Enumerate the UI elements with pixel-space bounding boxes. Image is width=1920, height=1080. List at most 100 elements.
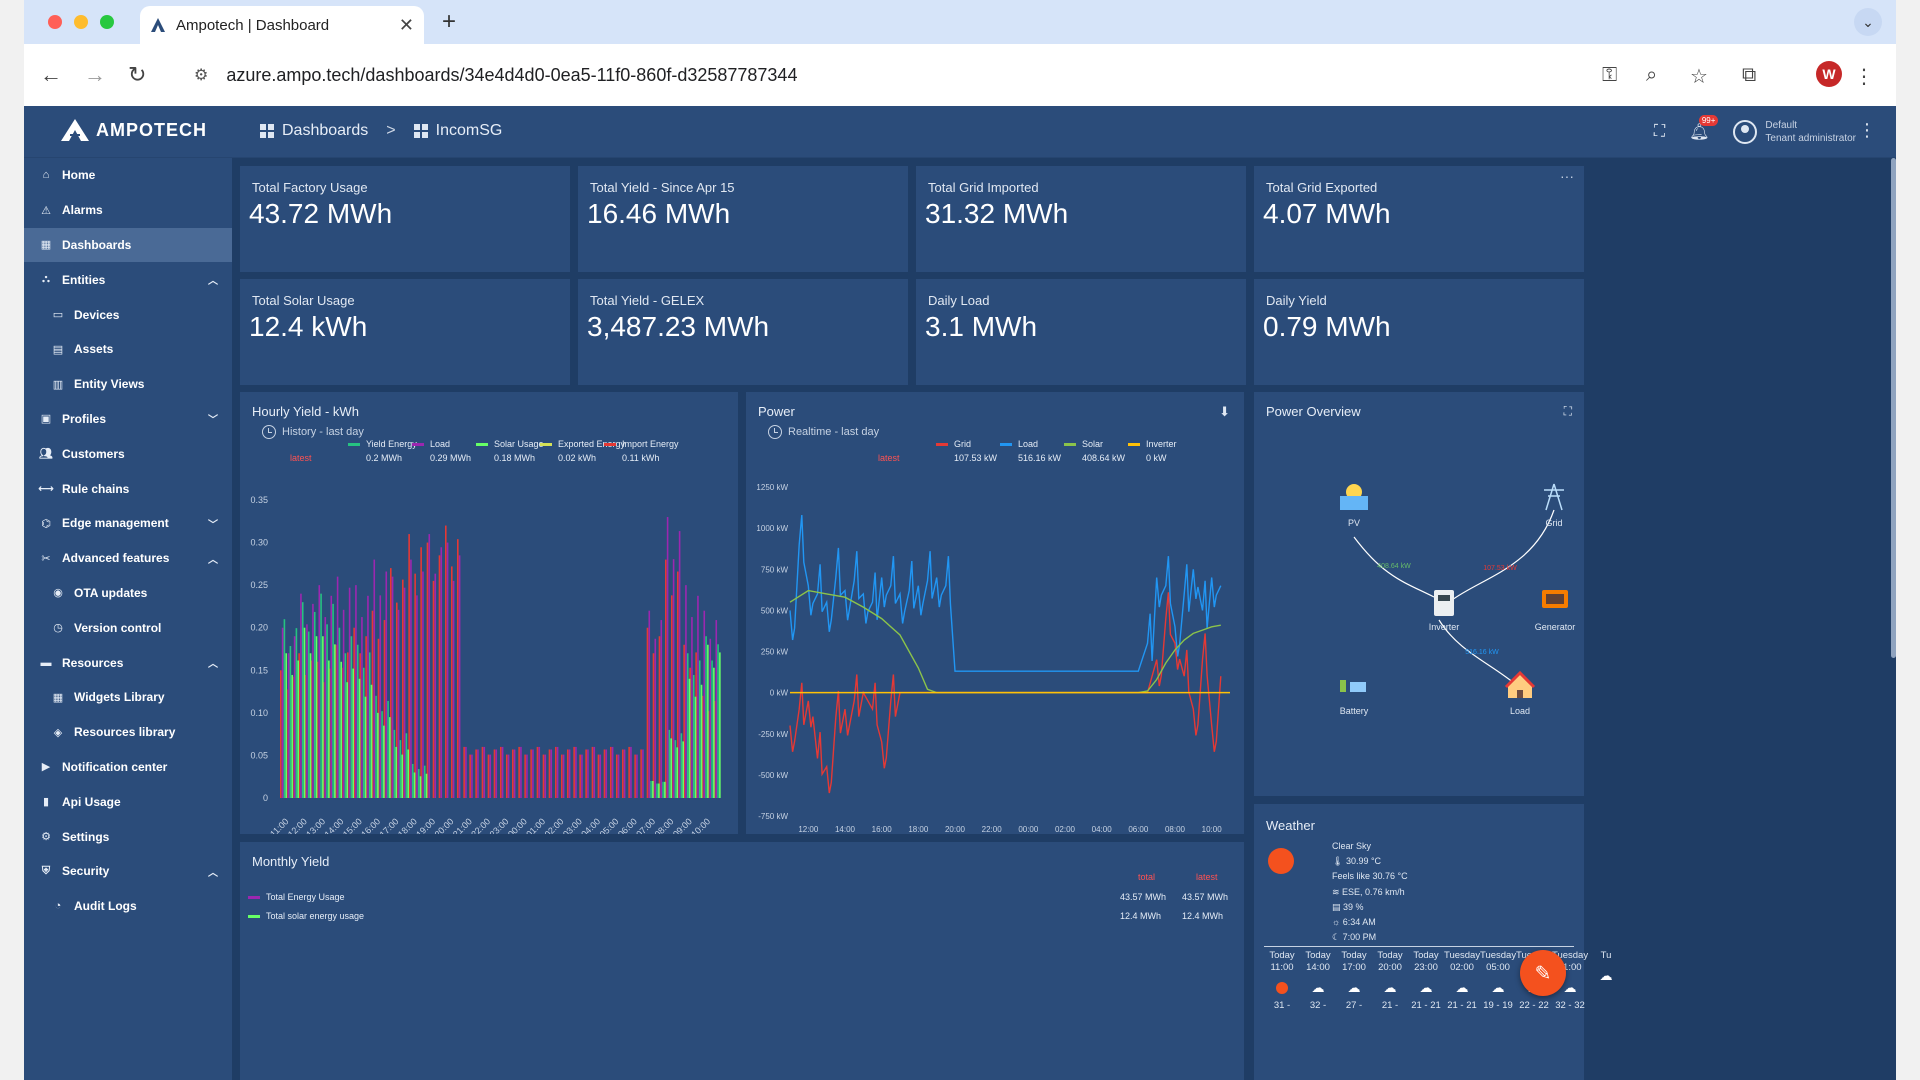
bar-import-energy[interactable]: [579, 754, 581, 798]
bar-load[interactable]: [306, 624, 308, 798]
bar-yield-energy[interactable]: [344, 653, 347, 798]
bar-solar-usage[interactable]: [370, 684, 373, 798]
sidebar-item-profiles[interactable]: ▣ Profiles ﹀: [24, 402, 232, 437]
bar-yield-energy[interactable]: [350, 636, 353, 798]
time-window[interactable]: Realtime - last day: [768, 425, 879, 439]
new-tab-button[interactable]: +: [442, 8, 457, 35]
bar-import-energy[interactable]: [457, 539, 459, 798]
bookmark-star-icon[interactable]: ☆: [1690, 66, 1708, 88]
bar-solar-usage[interactable]: [328, 660, 330, 798]
bar-load[interactable]: [483, 746, 486, 798]
bar-yield-energy[interactable]: [356, 644, 359, 798]
bar-solar-usage[interactable]: [664, 781, 666, 798]
bar-solar-usage[interactable]: [334, 644, 336, 798]
bar-load[interactable]: [544, 754, 547, 798]
bar-yield-energy[interactable]: [338, 627, 341, 798]
bar-import-energy[interactable]: [316, 661, 319, 798]
chevron-up-icon[interactable]: ︿: [208, 554, 218, 566]
bar-yield-energy[interactable]: [393, 729, 396, 798]
bar-load[interactable]: [685, 585, 687, 798]
bar-solar-usage[interactable]: [291, 674, 293, 798]
bar-load[interactable]: [593, 746, 596, 798]
bar-import-energy[interactable]: [536, 746, 539, 798]
bar-yield-energy[interactable]: [662, 781, 664, 798]
back-button[interactable]: ←: [40, 62, 62, 87]
bar-import-energy[interactable]: [567, 749, 569, 798]
bar-solar-usage[interactable]: [707, 644, 709, 798]
bar-load[interactable]: [617, 754, 620, 798]
bar-import-energy[interactable]: [432, 580, 435, 798]
bar-import-energy[interactable]: [658, 636, 661, 798]
bar-load[interactable]: [458, 555, 461, 798]
brand-logo[interactable]: AMPOTECH: [60, 118, 207, 142]
bar-load[interactable]: [489, 754, 492, 798]
bar-solar-usage[interactable]: [285, 653, 287, 798]
sidebar-item-ota-updates[interactable]: ◉ OTA updates: [24, 576, 232, 611]
pv-node[interactable]: PV: [1340, 484, 1368, 528]
sidebar-item-widgets-library[interactable]: ▦ Widgets Library: [24, 680, 232, 715]
sidebar-item-settings[interactable]: ⚙ Settings: [24, 819, 232, 854]
bar-load[interactable]: [715, 620, 718, 798]
bar-solar-usage[interactable]: [395, 746, 397, 798]
bar-solar-usage[interactable]: [413, 772, 416, 798]
bar-solar-usage[interactable]: [401, 754, 403, 798]
bar-load[interactable]: [697, 595, 699, 798]
bar-load[interactable]: [391, 576, 394, 798]
edit-fab-button[interactable]: ✎: [1520, 950, 1566, 996]
active-tab[interactable]: Ampotech | Dashboard ✕: [140, 6, 424, 44]
bar-load[interactable]: [361, 617, 363, 798]
bar-import-energy[interactable]: [500, 746, 502, 798]
bar-yield-energy[interactable]: [289, 646, 292, 798]
bar-load[interactable]: [550, 749, 553, 798]
bar-load[interactable]: [581, 754, 583, 798]
bar-import-energy[interactable]: [383, 620, 386, 798]
bar-load[interactable]: [691, 617, 693, 798]
bar-import-energy[interactable]: [506, 754, 508, 798]
bar-import-energy[interactable]: [652, 653, 655, 798]
bar-load[interactable]: [379, 595, 382, 798]
legend-item[interactable]: Solar Usage: [476, 439, 544, 449]
legend-item[interactable]: Exported Energy: [540, 439, 625, 449]
maximize-window-button[interactable]: [100, 15, 114, 29]
bar-import-energy[interactable]: [640, 749, 642, 798]
bar-solar-usage[interactable]: [322, 636, 324, 798]
bar-load[interactable]: [367, 595, 369, 798]
bar-import-energy[interactable]: [408, 534, 410, 798]
content-scrollbar[interactable]: [1891, 158, 1896, 658]
bar-import-energy[interactable]: [701, 695, 704, 798]
bar-yield-energy[interactable]: [368, 652, 371, 798]
minimize-window-button[interactable]: [74, 15, 88, 29]
sidebar-item-audit-logs[interactable]: ◔ Audit Logs: [24, 889, 232, 924]
tab-search-button[interactable]: ⌄: [1854, 8, 1882, 36]
bar-import-energy[interactable]: [585, 749, 587, 798]
bar-solar-usage[interactable]: [700, 684, 703, 798]
bar-load[interactable]: [636, 754, 638, 798]
bar-yield-energy[interactable]: [423, 765, 426, 798]
bar-solar-usage[interactable]: [346, 682, 348, 798]
address-bar[interactable]: ⚙ azure.ampo.tech/dashboards/34e4d4d0-0e…: [172, 55, 1760, 95]
sidebar-item-alarms[interactable]: ⚠ Alarms: [24, 193, 232, 228]
bar-yield-energy[interactable]: [387, 700, 389, 798]
bar-load[interactable]: [385, 571, 388, 798]
load-node[interactable]: Load: [1504, 670, 1536, 716]
bar-load[interactable]: [397, 609, 400, 798]
site-info-icon[interactable]: ⚙: [194, 67, 209, 84]
bar-solar-usage[interactable]: [358, 678, 361, 798]
bar-load[interactable]: [342, 609, 345, 798]
sidebar-item-customers[interactable]: 👥︎ Customers: [24, 436, 232, 471]
bar-load[interactable]: [703, 610, 706, 798]
sidebar-item-home[interactable]: ⌂ Home: [24, 158, 232, 193]
bar-import-energy[interactable]: [610, 746, 612, 798]
bar-import-energy[interactable]: [512, 749, 514, 798]
bar-yield-energy[interactable]: [375, 695, 377, 798]
sidebar-item-resources-library[interactable]: ◈ Resources library: [24, 715, 232, 750]
fullscreen-icon[interactable]: ⛶: [1563, 404, 1572, 418]
user-menu[interactable]: Default Tenant administrator: [1733, 119, 1856, 145]
bar-load[interactable]: [666, 517, 669, 798]
profile-avatar[interactable]: W: [1816, 61, 1842, 87]
bar-load[interactable]: [630, 746, 632, 798]
sidebar-item-edge-management[interactable]: ⌬ Edge management ﹀: [24, 506, 232, 541]
bar-load[interactable]: [642, 749, 644, 798]
bar-import-energy[interactable]: [493, 749, 496, 798]
bar-yield-energy[interactable]: [668, 729, 671, 798]
